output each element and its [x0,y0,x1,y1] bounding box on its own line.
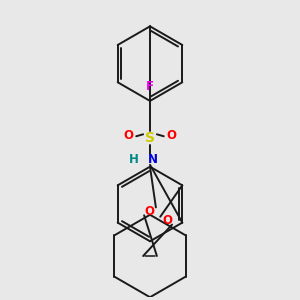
Text: O: O [123,129,134,142]
Text: F: F [146,80,154,93]
Text: S: S [145,131,155,145]
Text: O: O [162,214,172,227]
Text: H: H [129,153,139,166]
Text: O: O [144,205,154,218]
Text: N: N [148,153,158,166]
Text: O: O [167,129,177,142]
